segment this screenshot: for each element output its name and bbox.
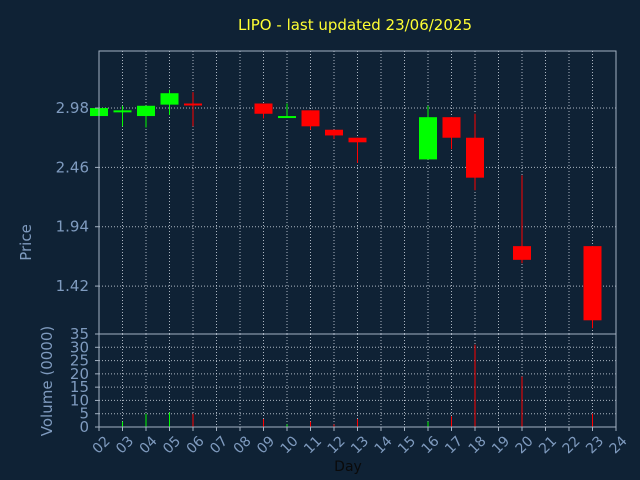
x-tick-label: 05 [160, 433, 184, 457]
candle-body [466, 137, 484, 178]
candle-body [583, 246, 602, 321]
candle-body [160, 93, 179, 105]
price-y-tick-label: 2.98 [56, 99, 89, 117]
volume-bars [98, 344, 593, 427]
volume-panel-frame [98, 333, 617, 428]
candle-body [113, 110, 132, 113]
candle-body [278, 116, 296, 119]
volume-y-tick-label: 30 [70, 338, 89, 356]
candle-body [325, 129, 343, 136]
x-tick-label: 12 [325, 433, 349, 457]
candle-body [513, 246, 531, 260]
x-tick-label: 23 [583, 433, 607, 457]
chart-title: LIPO - last updated 23/06/2025 [238, 16, 472, 34]
candle-body [442, 117, 461, 138]
volume-y-tick-label: 0 [79, 418, 89, 436]
volume-grid [99, 334, 616, 427]
candle-body [254, 103, 273, 114]
volume-y-tick-label: 10 [70, 391, 89, 409]
price-candles [90, 89, 602, 329]
x-tick-label: 07 [207, 433, 231, 457]
x-tick-label: 08 [231, 433, 255, 457]
x-tick-labels: 02 03 04 05 06 07 08 09 10 11 12 13 14 15 16 17 18 19 20 21… [90, 427, 631, 457]
x-axis-label: Day [334, 459, 362, 475]
x-tick-label: 17 [442, 433, 466, 457]
price-y-tick-label: 2.46 [56, 158, 89, 176]
x-tick-label: 13 [348, 433, 372, 457]
x-tick-label: 06 [184, 433, 208, 457]
x-tick-label: 19 [489, 433, 513, 457]
x-tick-label: 11 [301, 433, 325, 457]
x-tick-label: 10 [278, 433, 302, 457]
x-tick-label: 24 [607, 433, 631, 457]
x-tick-label: 18 [466, 433, 490, 457]
x-tick-label: 09 [254, 433, 278, 457]
price-y-tick-label: 1.42 [56, 277, 89, 295]
price-grid [99, 51, 616, 334]
price-y-tick-label: 1.94 [56, 218, 89, 236]
volume-y-tick-label: 25 [70, 352, 89, 370]
candle-body [184, 103, 202, 106]
candle-body [348, 137, 367, 143]
x-tick-label: 21 [536, 433, 560, 457]
x-tick-label: 15 [395, 433, 419, 457]
candle-body [137, 105, 155, 117]
x-tick-label: 16 [419, 433, 443, 457]
x-tick-label: 03 [113, 433, 137, 457]
price-axis-label: Price [17, 224, 35, 261]
volume-y-tick-label: 15 [70, 378, 89, 396]
x-tick-label: 20 [513, 433, 537, 457]
volume-y-tick-label: 5 [79, 405, 89, 423]
volume-y-tick-label: 35 [70, 325, 89, 343]
volume-y-tick-label: 20 [70, 365, 89, 383]
x-tick-label: 02 [90, 433, 114, 457]
candle-body [301, 110, 320, 127]
volume-axis-label: Volume (0000) [38, 326, 56, 436]
price-y-tick-labels: 2.98 2.46 1.94 1.42 [56, 99, 99, 295]
x-tick-label: 04 [137, 433, 161, 457]
x-tick-label: 14 [372, 433, 396, 457]
candle-body [419, 117, 437, 160]
x-tick-label: 22 [560, 433, 584, 457]
